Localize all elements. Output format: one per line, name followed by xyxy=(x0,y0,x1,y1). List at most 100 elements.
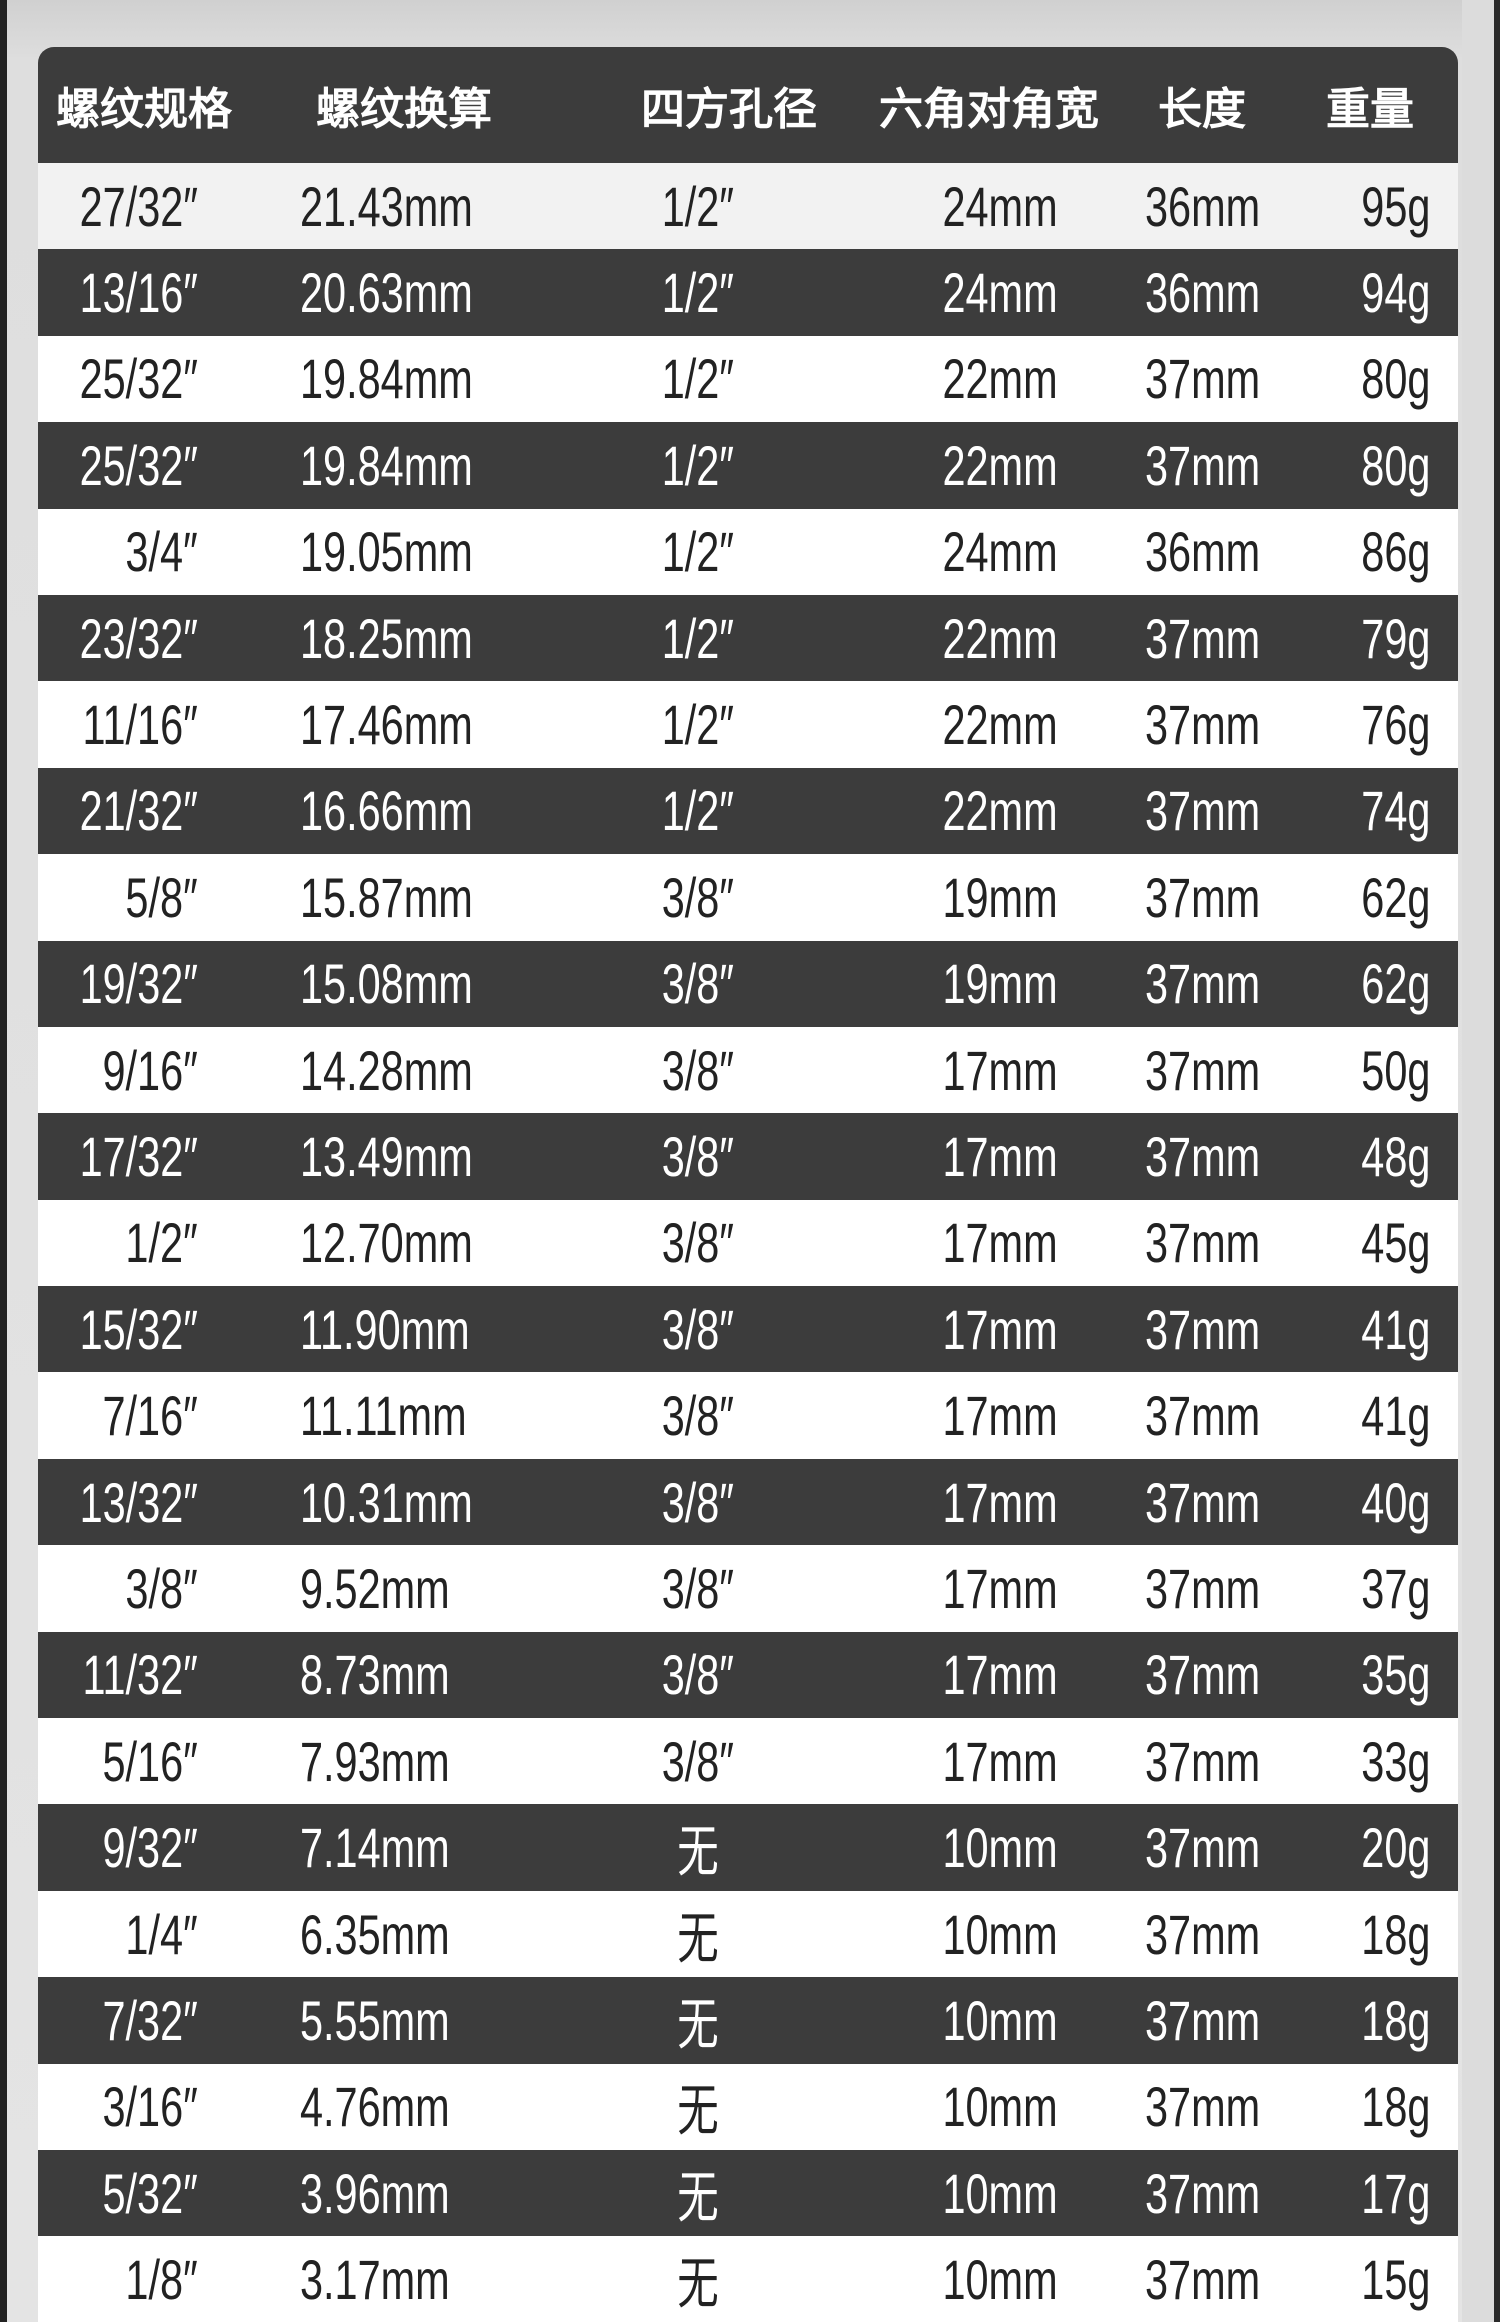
cell-hex-width: 17mm xyxy=(902,1113,1058,1199)
cell-square-drive: 1/2″ xyxy=(598,336,798,422)
cell-value: 10mm xyxy=(942,1988,1058,2052)
cell-value: 36mm xyxy=(1145,520,1261,584)
cell-value: 17mm xyxy=(942,1124,1058,1188)
cell-weight: 41g xyxy=(1337,1286,1430,1372)
cell-weight: 18g xyxy=(1337,2064,1430,2150)
cell-value: 37mm xyxy=(1145,433,1261,497)
cell-square-drive: 1/2″ xyxy=(598,509,798,595)
cell-thread-spec: 21/32″ xyxy=(38,768,198,854)
cell-value: 86g xyxy=(1360,520,1430,584)
cell-value: 17mm xyxy=(942,1556,1058,1620)
cell-thread-spec: 9/32″ xyxy=(69,1804,198,1890)
cell-hex-width: 10mm xyxy=(902,2236,1058,2322)
cell-square-drive: 3/8″ xyxy=(598,1286,798,1372)
cell-weight: 35g xyxy=(1337,1632,1430,1718)
cell-length: 37mm xyxy=(1145,1977,1301,2063)
cell-value: 1/2″ xyxy=(661,779,735,843)
header-hex-width: 六角对角宽 xyxy=(858,47,1120,163)
table-row: 1/4″ 6.35mm 无 10mm 37mm 18g xyxy=(38,1890,1458,1978)
header-label: 螺纹规格 xyxy=(56,84,232,135)
cell-length: 37mm xyxy=(1145,1459,1301,1545)
cell-value: 79g xyxy=(1360,606,1430,670)
cell-thread-spec: 13/32″ xyxy=(38,1459,198,1545)
cell-value: 19/32″ xyxy=(79,952,198,1016)
cell-value: 24mm xyxy=(942,174,1058,238)
cell-value: 35g xyxy=(1360,1643,1430,1707)
cell-square-drive: 无 xyxy=(598,2064,798,2150)
cell-value: 无 xyxy=(677,2079,719,2143)
cell-value: 37mm xyxy=(1145,347,1261,411)
cell-value: 3/8″ xyxy=(125,1556,198,1620)
cell-value: 无 xyxy=(677,1992,719,2056)
cell-length: 37mm xyxy=(1145,1027,1301,1113)
table-body: 27/32″ 21.43mm 1/2″ 24mm 36mm 95g 13/16″ 20.63m… xyxy=(38,163,1458,2322)
cell-thread-spec: 5/32″ xyxy=(69,2150,198,2236)
spec-table: 螺纹规格 螺纹换算 四方孔径 六角对角宽 长度 重量 27/32″ 21.43mm… xyxy=(38,47,1458,2322)
cell-value: 19.05mm xyxy=(300,520,473,584)
cell-value: 11/16″ xyxy=(82,693,198,757)
cell-hex-width: 17mm xyxy=(902,1200,1058,1286)
cell-value: 9/16″ xyxy=(102,1038,198,1102)
cell-value: 7.93mm xyxy=(300,1729,450,1793)
cell-value: 21/32″ xyxy=(79,779,198,843)
cell-thread-mm: 17.46mm xyxy=(300,681,533,767)
cell-thread-spec: 3/16″ xyxy=(69,2064,198,2150)
cell-value: 48g xyxy=(1360,1124,1430,1188)
cell-length: 37mm xyxy=(1145,336,1301,422)
cell-value: 62g xyxy=(1360,952,1430,1016)
header-square-drive: 四方孔径 xyxy=(598,47,860,163)
cell-value: 17mm xyxy=(942,1729,1058,1793)
cell-weight: 15g xyxy=(1337,2236,1430,2322)
cell-value: 17/32″ xyxy=(79,1124,198,1188)
table-row: 13/16″ 20.63mm 1/2″ 24mm 36mm 94g xyxy=(38,249,1458,336)
cell-value: 18g xyxy=(1360,1988,1430,2052)
cell-square-drive: 3/8″ xyxy=(598,854,798,940)
cell-value: 19.84mm xyxy=(300,347,473,411)
cell-value: 7.14mm xyxy=(300,1816,450,1880)
cell-square-drive: 3/8″ xyxy=(598,1718,798,1804)
cell-weight: 45g xyxy=(1337,1200,1430,1286)
cell-value: 1/2″ xyxy=(661,347,735,411)
cell-thread-mm: 14.28mm xyxy=(300,1027,533,1113)
cell-value: 17mm xyxy=(942,1384,1058,1448)
cell-weight: 62g xyxy=(1337,941,1430,1027)
right-margin xyxy=(1462,0,1500,2322)
header-label: 螺纹换算 xyxy=(316,84,492,135)
cell-value: 17g xyxy=(1360,2161,1430,2225)
cell-value: 22mm xyxy=(942,347,1058,411)
cell-weight: 80g xyxy=(1337,422,1430,508)
cell-value: 50g xyxy=(1360,1038,1430,1102)
cell-length: 37mm xyxy=(1145,1632,1301,1718)
cell-weight: 48g xyxy=(1337,1113,1430,1199)
cell-value: 21.43mm xyxy=(300,174,473,238)
cell-square-drive: 3/8″ xyxy=(598,1027,798,1113)
cell-thread-mm: 3.17mm xyxy=(300,2236,502,2322)
cell-thread-mm: 15.87mm xyxy=(300,854,533,940)
cell-value: 37g xyxy=(1360,1556,1430,1620)
cell-value: 37mm xyxy=(1145,1988,1261,2052)
cell-hex-width: 10mm xyxy=(902,2064,1058,2150)
table-row: 25/32″ 19.84mm 1/2″ 22mm 37mm 80g xyxy=(38,422,1458,509)
header-length: 长度 xyxy=(1158,47,1246,163)
cell-thread-spec: 1/2″ xyxy=(100,1200,198,1286)
cell-value: 5/8″ xyxy=(125,865,198,929)
cell-value: 14.28mm xyxy=(300,1038,473,1102)
cell-value: 17mm xyxy=(942,1038,1058,1102)
cell-value: 4.76mm xyxy=(300,2075,450,2139)
cell-length: 37mm xyxy=(1145,1200,1301,1286)
cell-weight: 62g xyxy=(1337,854,1430,940)
cell-length: 36mm xyxy=(1145,249,1301,335)
cell-value: 95g xyxy=(1360,174,1430,238)
header-thread-spec: 螺纹规格 xyxy=(56,47,232,163)
cell-value: 41g xyxy=(1360,1384,1430,1448)
cell-hex-width: 24mm xyxy=(902,249,1058,335)
cell-thread-mm: 19.05mm xyxy=(300,509,533,595)
cell-thread-mm: 11.11mm xyxy=(300,1372,525,1458)
cell-thread-mm: 19.84mm xyxy=(300,422,533,508)
cell-value: 18.25mm xyxy=(300,606,473,670)
cell-length: 37mm xyxy=(1145,768,1301,854)
cell-thread-spec: 11/16″ xyxy=(42,681,198,767)
cell-thread-spec: 9/16″ xyxy=(69,1027,198,1113)
cell-weight: 41g xyxy=(1337,1372,1430,1458)
cell-length: 37mm xyxy=(1145,2064,1301,2150)
